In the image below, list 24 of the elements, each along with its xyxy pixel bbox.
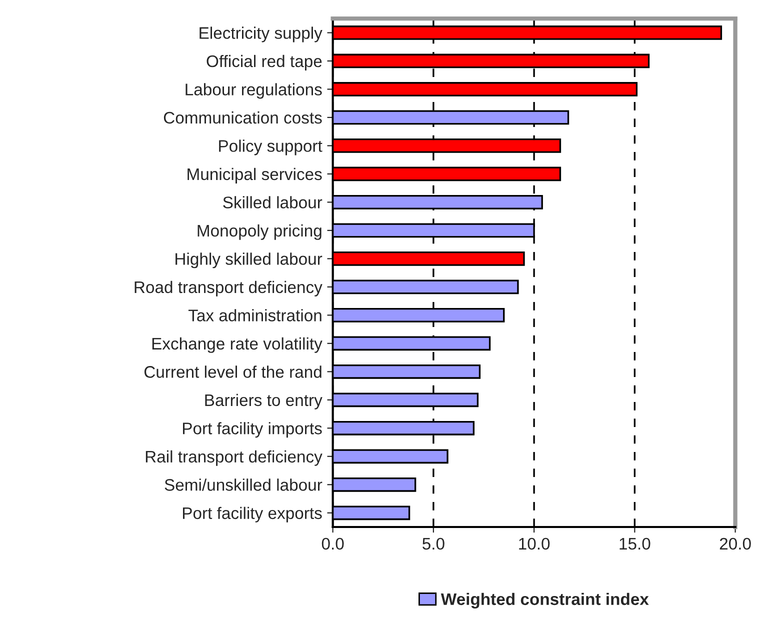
y-tick-label: Current level of the rand (144, 366, 322, 378)
x-tick-label: 15.0 (620, 538, 650, 550)
y-tick-label: Barriers to entry (205, 394, 322, 410)
y-tick-label: Highly skilled labour (176, 252, 322, 268)
legend-label: Weighted constraint index (440, 592, 649, 608)
y-tick-label: Road transport deficiency (134, 280, 322, 296)
y-tick-label: Semi/unskilled labour (164, 478, 322, 491)
y-tick-label: Rail transport deficiency (146, 450, 322, 466)
y-tick-label: Communication costs (164, 111, 322, 124)
y-tick-label: Labour regulations (186, 83, 322, 99)
y-tick-label: Skilled labour (223, 196, 322, 208)
y-tick-label: Port facility imports (183, 422, 322, 438)
x-tick-label: 5.0 (422, 538, 444, 550)
y-tick-label: Electricity supply (200, 26, 322, 42)
x-tick-label: 20.0 (720, 538, 751, 550)
y-tick-label: Monopoly pricing (198, 224, 322, 240)
y-tick-label: Port facility exports (182, 506, 322, 522)
y-tick-label: Municipal services (188, 168, 322, 184)
y-tick-label: Exchange rate volatility (152, 337, 322, 353)
y-tick-label: Policy support (219, 140, 322, 156)
y-tick-label: Official red tape (206, 54, 322, 70)
y-tick-label: Tax administration (188, 309, 322, 322)
x-tick-label: 0.0 (322, 538, 344, 550)
x-tick-label: 10.0 (519, 538, 550, 550)
